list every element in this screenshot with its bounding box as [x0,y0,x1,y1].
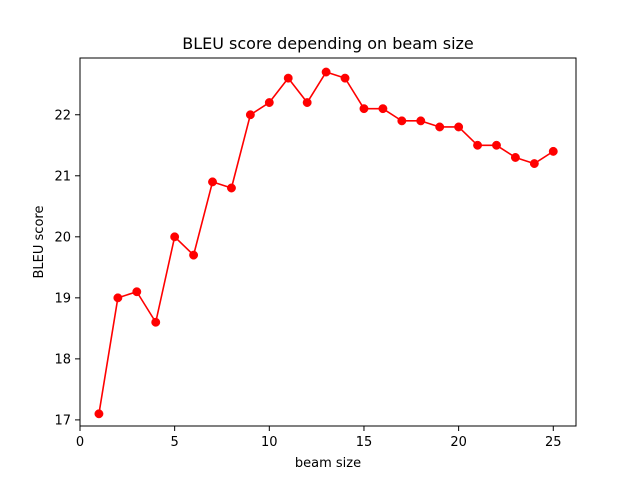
data-point [321,67,331,77]
x-tick-label: 15 [356,435,373,450]
y-tick-label: 22 [54,108,71,123]
x-tick-label: 0 [76,435,84,450]
data-point [245,110,255,120]
data-point [510,153,520,162]
y-tick-label: 19 [54,291,71,306]
data-point [170,232,180,242]
x-tick-label: 25 [545,435,562,450]
chart-title: BLEU score depending on beam size [182,34,474,53]
data-point [113,293,123,303]
x-tick-label: 10 [261,435,278,450]
data-point [492,140,501,150]
data-point [359,104,369,114]
data-point [378,104,388,114]
data-point [132,287,142,297]
data-point [302,98,312,108]
data-point [340,73,350,83]
data-point [416,116,426,126]
y-tick-label: 18 [54,352,71,367]
plot-area: 0 5 10 15 20 25 17 18 19 20 21 22 [54,57,577,450]
data-point [283,73,293,83]
data-point [435,122,445,132]
data-point [529,159,539,169]
data-point [208,177,217,187]
data-point [227,183,236,193]
data-point [151,317,161,327]
data-point [548,146,558,156]
x-axis-label: beam size [295,456,361,471]
y-tick-label: 20 [54,230,71,245]
x-tick-label: 5 [171,435,179,450]
data-point [397,116,407,126]
data-point [94,409,104,419]
data-point [189,250,199,260]
y-tick-label: 17 [54,413,71,428]
data-point [473,140,483,150]
y-axis-label: BLEU score [32,206,47,279]
axes-frame [79,57,577,427]
y-tick-label: 21 [54,169,71,184]
data-point [454,122,464,132]
x-tick-label: 20 [450,435,467,450]
data-point [264,98,274,108]
